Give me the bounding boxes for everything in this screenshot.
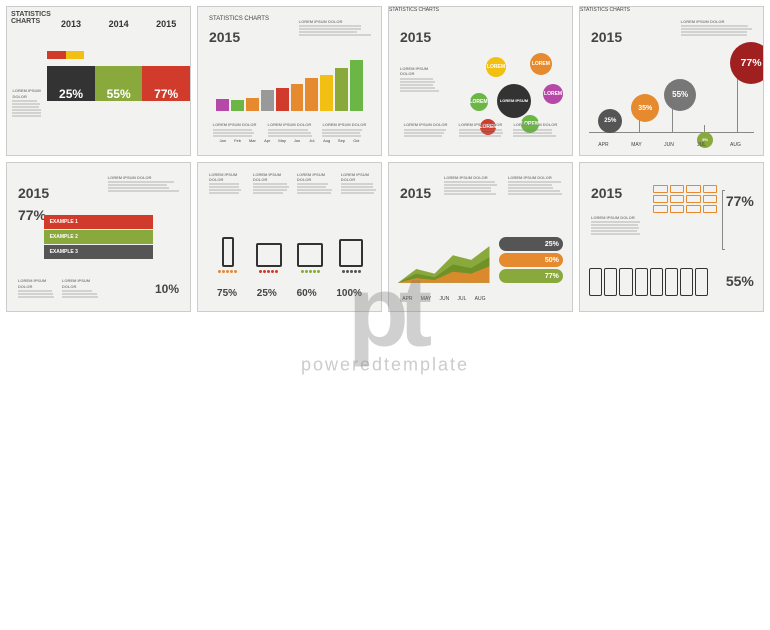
slide-3: STATISTICS CHARTS2015LOREM IPSUMLOREMLOR… [388,6,573,156]
slide-6: LOREM IPSUM DOLORLOREM IPSUM DOLORLOREM … [197,162,382,312]
slide-2: STATISTICS CHARTS2015JanFebMarAprMayJunJ… [197,6,382,156]
slide-8: 2015LOREM IPSUM DOLOR77%55% [579,162,764,312]
slide-4: STATISTICS CHARTS201525%APR35%MAY55%JUN5… [579,6,764,156]
slide-1: STATISTICS CHARTS201325%201455%201577%LO… [6,6,191,156]
slide-7: 2015LOREM IPSUM DOLORLOREM IPSUM DOLOR 2… [388,162,573,312]
slide-5: 201577%10%EXAMPLE 1EXAMPLE 2EXAMPLE 3LOR… [6,162,191,312]
